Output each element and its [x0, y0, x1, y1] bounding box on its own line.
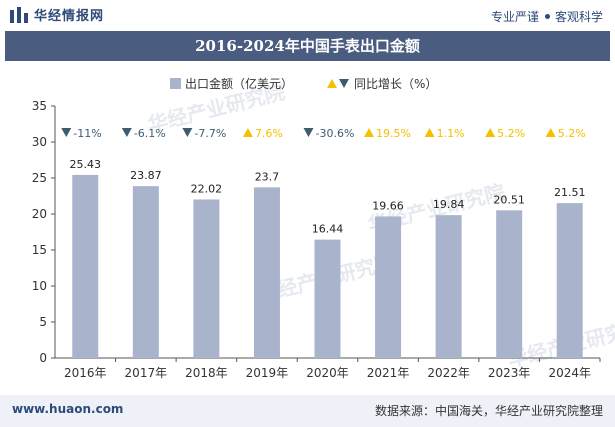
brand-logo-icon [10, 6, 28, 23]
bar-0 [72, 174, 99, 358]
tagline-left: 专业严谨 [490, 10, 539, 24]
footer: www.huaon.com 数据来源：中国海关，华经产业研究院整理 [0, 395, 615, 427]
x-tick-label-1: 2017年 [125, 366, 168, 380]
title-bar: 2016-2024年中国手表出口金额 [5, 31, 610, 61]
bar-value-label-2: 22.02 [191, 182, 223, 195]
chart-title: 2016-2024年中国手表出口金额 [195, 37, 420, 55]
bar-6 [435, 215, 462, 358]
y-tick-label-3: 15 [32, 243, 47, 257]
bar-2 [193, 199, 220, 358]
growth-label-0: -11% [73, 127, 101, 140]
growth-up-arrow-icon-3 [242, 128, 253, 137]
y-tick-label-4: 20 [32, 207, 47, 221]
x-tick-label-2: 2018年 [185, 366, 228, 380]
bar-7 [496, 210, 523, 358]
growth-up-arrow-icon-7 [485, 128, 496, 137]
x-tick-label-0: 2016年 [64, 366, 107, 380]
top-bar: 华经情报网 专业严谨 客观科学 [0, 0, 615, 28]
x-tick-label-6: 2022年 [427, 366, 470, 380]
y-tick-label-7: 35 [32, 99, 47, 113]
bar-value-label-6: 19.84 [433, 198, 465, 211]
bar-5 [375, 216, 402, 358]
growth-label-2: -7.7% [194, 127, 226, 140]
x-tick-label-8: 2024年 [548, 366, 591, 380]
growth-label-1: -6.1% [134, 127, 166, 140]
tagline: 专业严谨 客观科学 [491, 8, 603, 25]
legend-down-triangle-icon [339, 79, 349, 88]
legend-bar-swatch [170, 78, 181, 89]
x-tick-label-3: 2019年 [246, 366, 289, 380]
bar-1 [132, 186, 159, 358]
growth-up-arrow-icon-6 [424, 128, 435, 137]
growth-up-arrow-icon-5 [364, 128, 375, 137]
data-source: 数据来源：中国海关，华经产业研究院整理 [374, 404, 603, 418]
x-tick-label-7: 2023年 [488, 366, 531, 380]
y-tick-label-6: 30 [32, 135, 47, 149]
brand: 华经情报网 [10, 5, 104, 24]
bar-chart: 华经产业研究院华经产业研究院华经产业研究院华经产业研究院出口金额（亿美元）同比增… [32, 76, 615, 380]
legend-label-export: 出口金额（亿美元） [185, 76, 293, 91]
dot-separator-icon [544, 14, 550, 19]
y-tick-label-0: 0 [39, 351, 47, 365]
website-link[interactable]: www.huaon.com [12, 402, 124, 416]
growth-label-4: -30.6% [316, 127, 355, 140]
bar-4 [314, 239, 341, 358]
tagline-right: 客观科学 [554, 10, 603, 24]
growth-label-5: 19.5% [376, 127, 411, 140]
bar-value-label-4: 16.44 [312, 223, 344, 236]
bar-value-label-5: 19.66 [372, 199, 404, 212]
bar-3 [253, 187, 280, 358]
growth-label-3: 7.6% [255, 127, 283, 140]
bar-value-label-8: 21.51 [554, 186, 586, 199]
brand-name: 华经情报网 [34, 9, 105, 24]
legend-up-triangle-icon [327, 79, 337, 88]
growth-down-arrow-icon-4 [303, 128, 314, 137]
y-tick-label-2: 10 [32, 279, 47, 293]
growth-up-arrow-icon-8 [545, 128, 556, 137]
growth-down-arrow-icon-0 [61, 128, 72, 137]
growth-label-7: 5.2% [497, 127, 525, 140]
growth-down-arrow-icon-1 [121, 128, 132, 137]
growth-label-6: 1.1% [437, 127, 465, 140]
y-tick-label-5: 25 [32, 171, 47, 185]
x-tick-label-4: 2020年 [306, 366, 349, 380]
bar-value-label-7: 20.51 [493, 193, 525, 206]
bar-value-label-1: 23.87 [130, 169, 162, 182]
growth-down-arrow-icon-2 [182, 128, 193, 137]
bar-8 [556, 203, 583, 358]
legend-label-growth: 同比增长（%） [354, 77, 437, 91]
growth-label-8: 5.2% [558, 127, 586, 140]
bar-value-label-3: 23.7 [255, 170, 280, 183]
bar-value-label-0: 25.43 [70, 158, 102, 171]
x-tick-label-5: 2021年 [367, 366, 410, 380]
y-tick-label-1: 5 [39, 315, 47, 329]
